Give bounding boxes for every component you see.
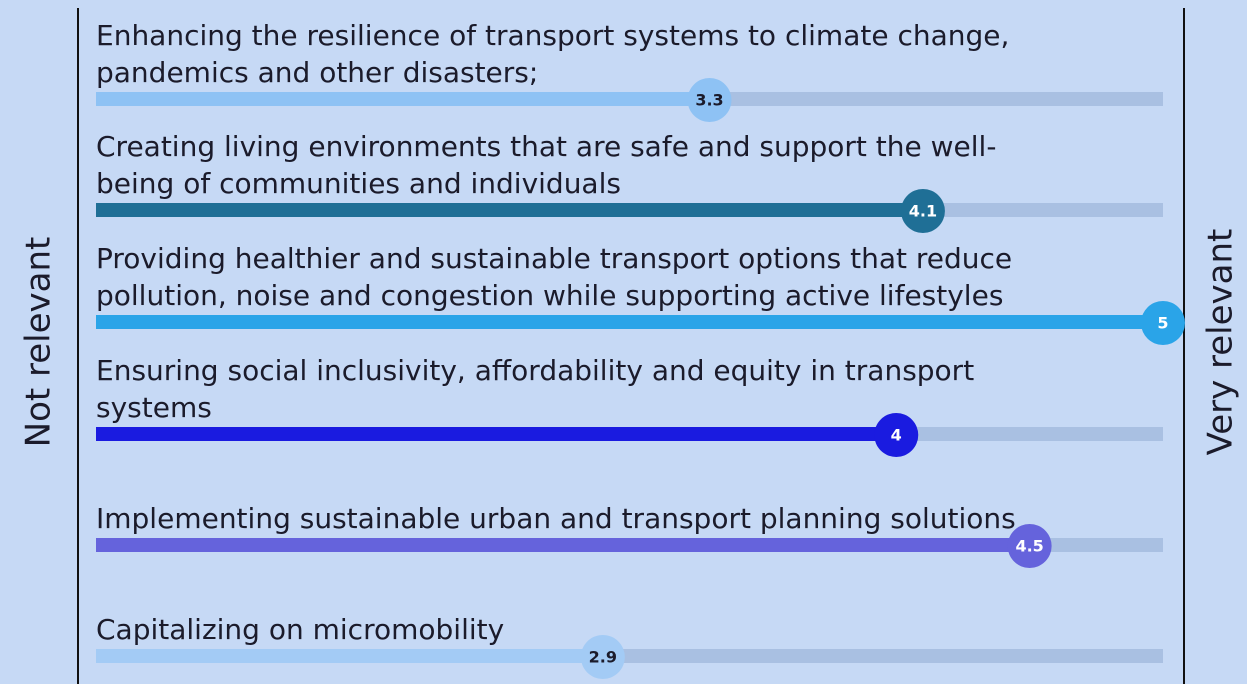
category-label: Capitalizing on micromobility: [96, 613, 504, 646]
value-dot: [874, 413, 919, 457]
value-dot: [580, 635, 625, 679]
value-dot: [1141, 301, 1185, 345]
category-label: pandemics and other disasters;: [96, 56, 538, 89]
bar: [96, 203, 923, 217]
bar: [96, 649, 603, 663]
category-label: Implementing sustainable urban and trans…: [96, 502, 1016, 535]
value-label: 2.9: [589, 648, 617, 667]
category-label: systems: [96, 391, 212, 424]
value-dot: [900, 189, 945, 233]
category-label: Providing healthier and sustainable tran…: [96, 242, 1012, 275]
category-label: Creating living environments that are sa…: [96, 130, 996, 163]
bar: [96, 92, 710, 106]
value-label: 5: [1157, 314, 1168, 333]
right-label: Very relevant: [1201, 229, 1241, 456]
category-label: Enhancing the resilience of transport sy…: [96, 19, 1009, 52]
category-label: pollution, noise and congestion while su…: [96, 279, 1003, 312]
bar: [96, 315, 1163, 329]
value-dot: [687, 78, 732, 122]
value-dot: [1007, 524, 1052, 568]
category-label: Ensuring social inclusivity, affordabili…: [96, 354, 974, 387]
value-label: 4: [891, 426, 902, 445]
bar: [96, 538, 1030, 552]
value-label: 4.5: [1015, 537, 1043, 556]
left-label: Not relevant: [19, 237, 59, 448]
bar: [96, 427, 897, 441]
value-label: 4.1: [909, 202, 937, 221]
value-label: 3.3: [695, 91, 723, 110]
category-label: being of communities and individuals: [96, 167, 621, 200]
